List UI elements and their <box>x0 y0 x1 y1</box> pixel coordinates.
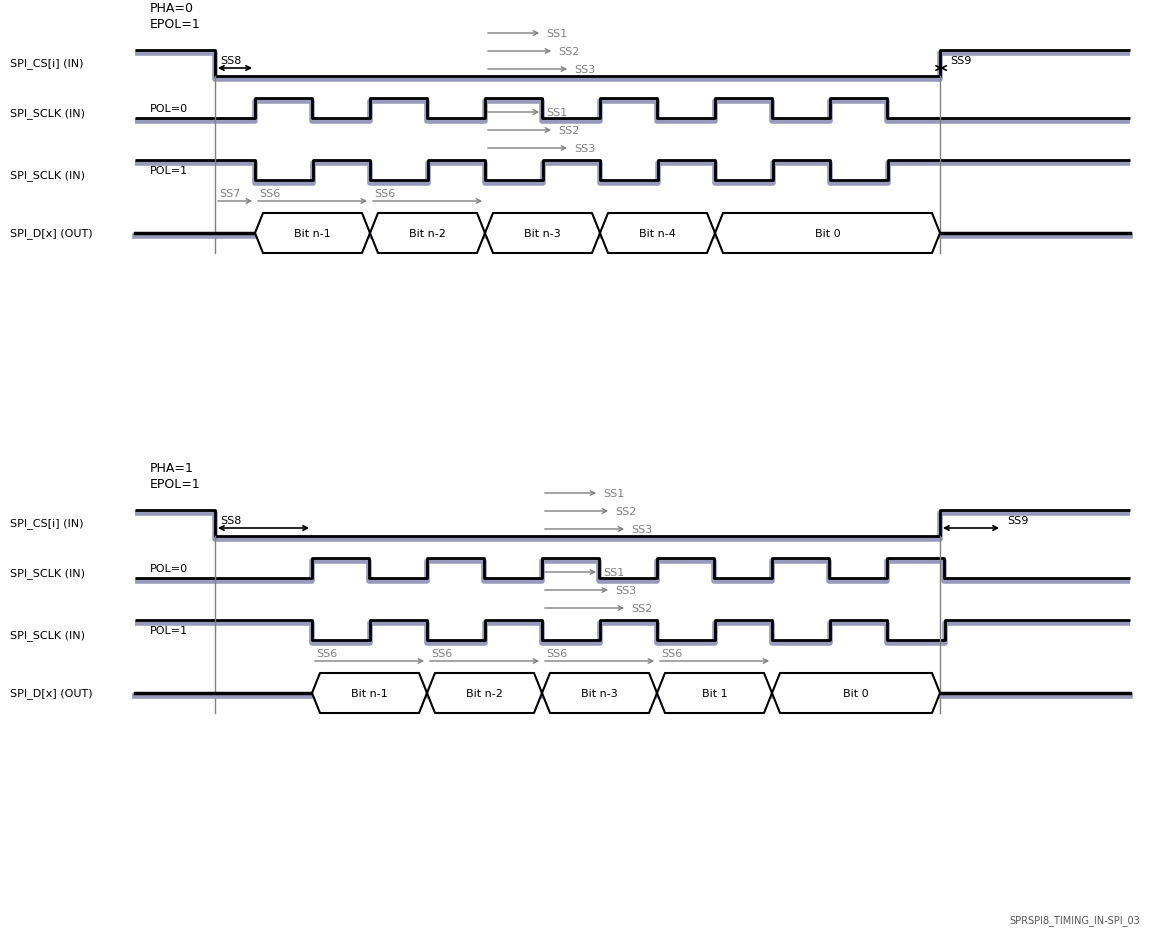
Text: EPOL=1: EPOL=1 <box>150 18 200 31</box>
Text: SPI_CS[i] (IN): SPI_CS[i] (IN) <box>10 58 83 70</box>
Text: SS3: SS3 <box>574 65 596 75</box>
Text: SS2: SS2 <box>558 126 579 135</box>
Text: Bit n-2: Bit n-2 <box>467 689 503 698</box>
Polygon shape <box>541 674 657 714</box>
Text: SS6: SS6 <box>661 649 682 658</box>
Text: SPI_SCLK (IN): SPI_SCLK (IN) <box>10 109 85 120</box>
Text: POL=1: POL=1 <box>150 166 188 175</box>
Polygon shape <box>772 674 940 714</box>
Text: SS1: SS1 <box>546 108 567 118</box>
Text: SS6: SS6 <box>431 649 453 658</box>
Text: Bit n-4: Bit n-4 <box>639 229 676 238</box>
Text: SS2: SS2 <box>615 507 636 517</box>
Text: POL=0: POL=0 <box>150 563 188 574</box>
Text: SPI_D[x] (OUT): SPI_D[x] (OUT) <box>10 228 92 239</box>
Text: SS1: SS1 <box>546 29 567 39</box>
Text: SS8: SS8 <box>220 515 242 525</box>
Polygon shape <box>715 213 940 253</box>
Text: Bit n-3: Bit n-3 <box>581 689 617 698</box>
Text: SS6: SS6 <box>316 649 338 658</box>
Text: SS9: SS9 <box>1007 515 1029 525</box>
Polygon shape <box>600 213 715 253</box>
Text: SPRSPI8_TIMING_IN-SPI_03: SPRSPI8_TIMING_IN-SPI_03 <box>1009 915 1140 925</box>
Text: PHA=0: PHA=0 <box>150 2 194 15</box>
Text: SS1: SS1 <box>602 567 624 577</box>
Text: SS9: SS9 <box>950 56 971 66</box>
Text: Bit 0: Bit 0 <box>843 689 869 698</box>
Text: SPI_SCLK (IN): SPI_SCLK (IN) <box>10 568 85 579</box>
Text: SS8: SS8 <box>220 56 242 66</box>
Polygon shape <box>427 674 541 714</box>
Text: SS6: SS6 <box>546 649 567 658</box>
Text: Bit n-2: Bit n-2 <box>409 229 446 238</box>
Polygon shape <box>485 213 600 253</box>
Text: Bit 0: Bit 0 <box>814 229 840 238</box>
Text: Bit 1: Bit 1 <box>702 689 727 698</box>
Text: SS3: SS3 <box>615 586 636 596</box>
Text: SS6: SS6 <box>374 188 395 199</box>
Text: SPI_D[x] (OUT): SPI_D[x] (OUT) <box>10 688 92 699</box>
Text: EPOL=1: EPOL=1 <box>150 477 200 490</box>
Text: POL=0: POL=0 <box>150 104 188 114</box>
Text: SS3: SS3 <box>631 524 652 535</box>
Text: SS3: SS3 <box>574 144 596 154</box>
Text: Bit n-1: Bit n-1 <box>294 229 331 238</box>
Polygon shape <box>312 674 427 714</box>
Text: Bit n-3: Bit n-3 <box>524 229 561 238</box>
Text: SS7: SS7 <box>219 188 241 199</box>
Text: SPI_SCLK (IN): SPI_SCLK (IN) <box>10 171 85 181</box>
Text: SS1: SS1 <box>602 488 624 498</box>
Text: SPI_SCLK (IN): SPI_SCLK (IN) <box>10 630 85 640</box>
Text: POL=1: POL=1 <box>150 625 188 636</box>
Text: SS6: SS6 <box>259 188 280 199</box>
Polygon shape <box>255 213 370 253</box>
Text: PHA=1: PHA=1 <box>150 461 194 474</box>
Text: SS2: SS2 <box>631 603 652 613</box>
Polygon shape <box>657 674 772 714</box>
Text: Bit n-1: Bit n-1 <box>351 689 388 698</box>
Text: SPI_CS[i] (IN): SPI_CS[i] (IN) <box>10 518 83 529</box>
Text: SS2: SS2 <box>558 47 579 57</box>
Polygon shape <box>370 213 485 253</box>
